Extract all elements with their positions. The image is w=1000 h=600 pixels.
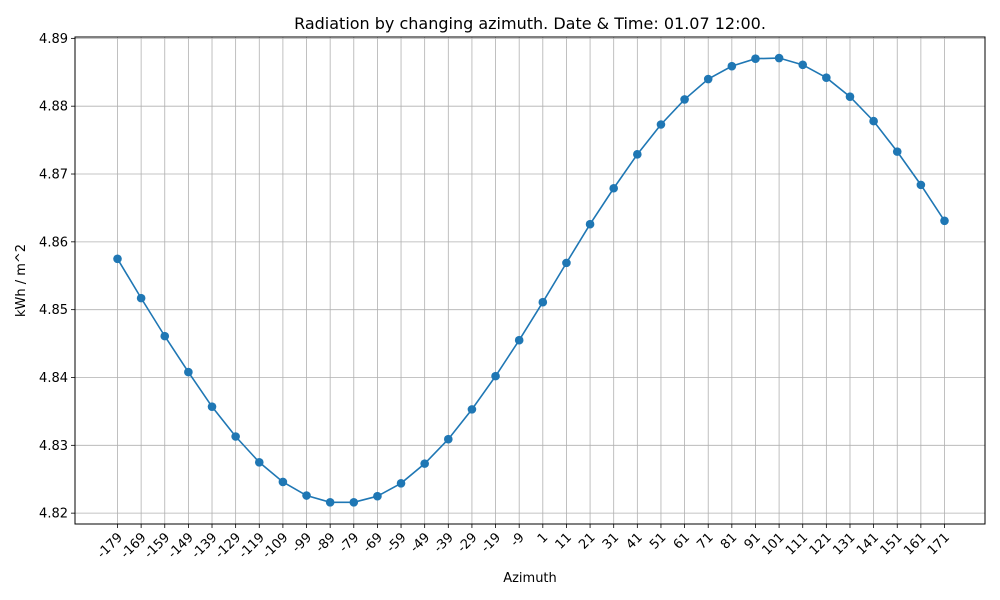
data-point	[869, 117, 878, 126]
data-point	[137, 294, 146, 303]
data-point	[562, 259, 571, 268]
data-point	[349, 498, 358, 507]
data-point	[586, 220, 595, 229]
y-tick-label: 4.84	[39, 371, 68, 386]
y-tick-label: 4.86	[39, 235, 68, 250]
data-point	[704, 75, 713, 84]
data-point	[208, 402, 217, 411]
data-point	[728, 62, 737, 71]
data-point	[302, 491, 311, 500]
data-point	[444, 435, 453, 444]
data-point	[798, 61, 807, 70]
data-point	[515, 336, 524, 345]
data-point	[420, 459, 429, 468]
data-point	[113, 254, 122, 263]
data-point	[822, 73, 831, 82]
data-point	[326, 498, 335, 507]
data-point	[609, 184, 618, 193]
y-tick-label: 4.88	[39, 100, 68, 115]
x-axis-label: Azimuth	[503, 571, 557, 586]
data-point	[160, 332, 169, 341]
y-tick-label: 4.87	[39, 168, 68, 183]
data-point	[775, 54, 784, 63]
y-tick-label: 4.85	[39, 303, 68, 318]
data-point	[539, 298, 548, 307]
data-point	[751, 54, 760, 63]
data-point	[255, 458, 264, 467]
y-tick-label: 4.82	[39, 507, 68, 522]
data-point	[491, 372, 500, 381]
data-point	[468, 405, 477, 414]
data-point	[184, 368, 193, 377]
y-tick-label: 4.89	[39, 32, 68, 47]
data-point	[397, 479, 406, 488]
data-point	[231, 432, 240, 441]
y-tick-label: 4.83	[39, 439, 68, 454]
data-point	[893, 147, 902, 156]
y-axis-label: kWh / m^2	[14, 244, 29, 317]
data-point	[940, 217, 949, 226]
data-point	[846, 92, 855, 101]
data-point	[680, 95, 689, 104]
data-point	[657, 120, 666, 129]
data-point	[633, 150, 642, 159]
data-point	[917, 181, 926, 190]
data-point	[279, 478, 288, 487]
data-point	[373, 492, 382, 501]
chart-title: Radiation by changing azimuth. Date & Ti…	[294, 14, 766, 33]
